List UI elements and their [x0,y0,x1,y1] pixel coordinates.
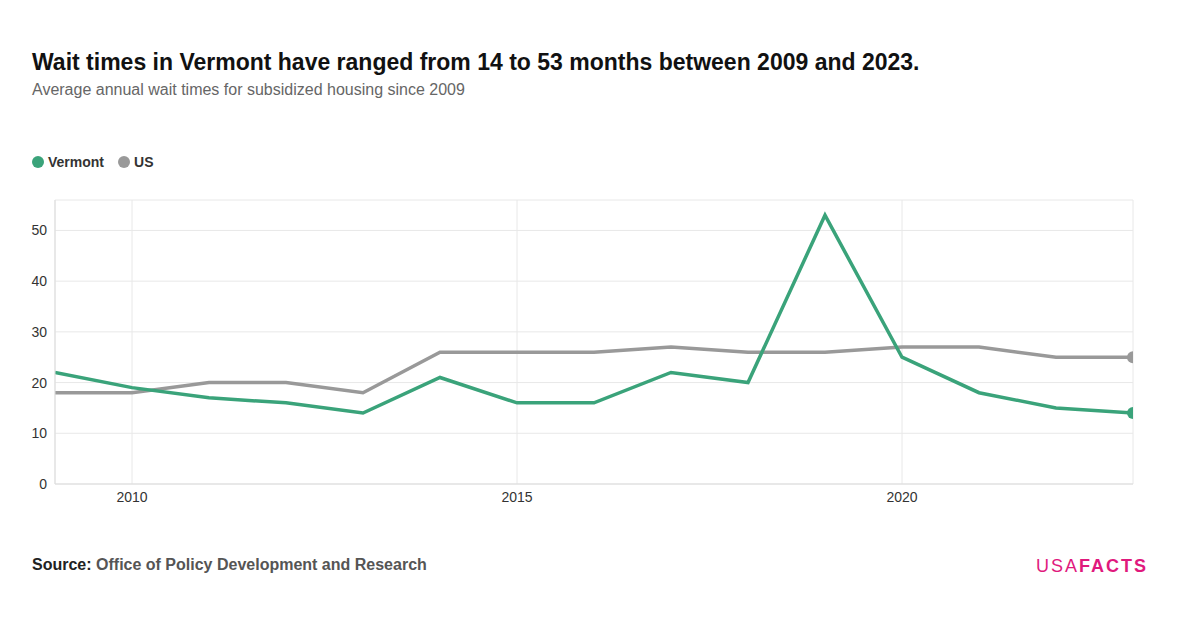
svg-text:0: 0 [39,476,47,492]
html-text:Wait times in Vermont have ran: Wait times in Vermont have ranged from 1… [32,49,920,75]
html-text:US: US [134,154,154,170]
html-text:Vermont: Vermont [48,154,104,170]
svg-text:40: 40 [31,273,47,289]
svg-text:2010: 2010 [116,489,147,505]
svg-text:30: 30 [31,324,47,340]
html-text:Average annual wait times for: Average annual wait times for subsidized… [32,81,465,98]
svg-text:10: 10 [31,425,47,441]
svg-text:20: 20 [31,375,47,391]
svg-text:50: 50 [31,222,47,238]
html-text:USA FACTS: USA FACTS [1036,556,1148,576]
svg-text:2015: 2015 [501,489,532,505]
svg-text:2020: 2020 [886,489,917,505]
html-text:Source: Office of Policy Devel: Source: Office of Policy Development and… [32,556,427,573]
